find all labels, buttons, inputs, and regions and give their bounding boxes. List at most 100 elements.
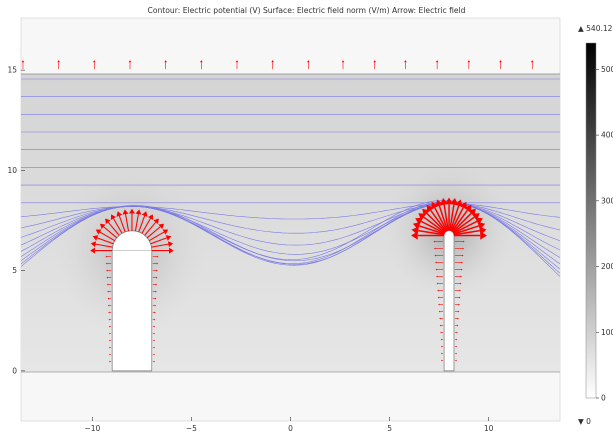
- arrow-shaft: [453, 220, 478, 234]
- arrow-head: [235, 60, 239, 63]
- tip-field-arrow: [150, 235, 172, 245]
- tip-field-arrow: [453, 221, 486, 235]
- arrow-head: [530, 60, 534, 63]
- side-field-arrow: [454, 261, 463, 264]
- colorbar-tick-label: 300: [601, 196, 613, 205]
- arrow-head: [437, 296, 440, 299]
- arrow-shaft: [95, 243, 113, 248]
- arrow-head: [439, 324, 442, 327]
- arrow-head: [460, 275, 462, 278]
- side-field-arrow: [438, 303, 444, 306]
- arrow-head: [435, 60, 439, 63]
- x-tick-label: 5: [387, 424, 392, 433]
- side-field-arrow: [439, 317, 444, 320]
- arrow-head: [108, 318, 110, 321]
- tip-field-arrow: [141, 214, 154, 234]
- arrow-head: [456, 331, 458, 334]
- side-field-arrow: [152, 346, 155, 349]
- side-field-arrow: [454, 240, 465, 243]
- side-field-arrow: [454, 268, 463, 271]
- arrow-head: [458, 303, 460, 306]
- side-field-arrow: [152, 332, 155, 335]
- arrow-head: [154, 311, 156, 314]
- arrow-head: [437, 289, 439, 292]
- tip-field-arrow: [99, 223, 118, 239]
- arrow-head: [456, 345, 457, 348]
- arrow-shaft: [426, 212, 447, 233]
- arrow-head: [434, 247, 436, 250]
- arrow-shaft: [150, 237, 167, 245]
- arrow-head: [128, 60, 132, 63]
- tip-field-arrow: [90, 247, 113, 254]
- side-field-arrow: [108, 311, 112, 314]
- top-boundary-arrow: [271, 60, 274, 70]
- arrow-head: [141, 211, 148, 217]
- side-field-arrow: [152, 311, 156, 314]
- field-arrows: [21, 60, 534, 363]
- arrow-head: [165, 235, 172, 241]
- arrow-shaft: [103, 226, 118, 239]
- arrow-head: [271, 60, 274, 63]
- arrow-head: [462, 247, 465, 250]
- side-field-arrow: [454, 324, 459, 327]
- side-field-arrow: [152, 360, 155, 363]
- arrow-shaft: [419, 225, 445, 235]
- tip-field-arrow: [151, 241, 174, 248]
- top-boundary-arrow: [404, 60, 407, 70]
- side-field-arrow: [436, 282, 444, 285]
- arrow-head: [167, 241, 174, 248]
- arrow-shaft: [99, 231, 116, 242]
- side-field-arrow: [152, 283, 158, 286]
- electrode-right: [443, 230, 455, 372]
- arrow-head: [153, 346, 155, 349]
- arrow-head: [107, 304, 110, 307]
- arrow-head: [499, 60, 502, 63]
- arrow-head: [105, 255, 107, 258]
- tip-field-arrow: [453, 231, 487, 240]
- colorbar-ticks: 0 100 200 300 400 500: [596, 65, 613, 403]
- y-tick-label: 15: [7, 66, 17, 75]
- arrow-head: [105, 218, 111, 225]
- arrow-shaft: [420, 220, 445, 234]
- arrow-head: [153, 332, 155, 335]
- y-tick-label: 5: [12, 266, 17, 275]
- side-field-arrow: [454, 317, 459, 320]
- arrow-head: [341, 60, 345, 63]
- arrow-head: [99, 223, 106, 230]
- side-field-arrow: [152, 318, 156, 321]
- side-field-arrow: [106, 276, 112, 279]
- arrow-head: [154, 304, 157, 307]
- top-boundary-arrow: [435, 60, 439, 70]
- side-field-arrow: [109, 360, 112, 363]
- arrow-shaft: [449, 204, 455, 231]
- arrow-head: [456, 324, 459, 327]
- side-field-arrow: [454, 331, 458, 334]
- side-field-arrow: [454, 345, 457, 348]
- side-field-arrow: [107, 290, 112, 293]
- tip-field-arrow: [92, 235, 114, 245]
- tip-field-arrow: [105, 218, 120, 236]
- arrow-head: [459, 289, 461, 292]
- arrow-head: [434, 254, 436, 257]
- arrow-head: [156, 276, 158, 279]
- arrow-shaft: [107, 221, 120, 236]
- x-tick-label: −5: [186, 424, 197, 433]
- arrow-head: [441, 352, 442, 355]
- x-tick-label: −10: [84, 424, 100, 433]
- side-field-arrow: [441, 345, 444, 348]
- arrow-head: [307, 60, 310, 63]
- top-boundary-arrow: [21, 60, 25, 70]
- arrow-head: [168, 247, 174, 254]
- side-field-arrow: [454, 338, 458, 341]
- side-field-arrow: [107, 304, 112, 307]
- tip-field-arrow: [146, 223, 165, 239]
- tip-field-arrow: [452, 213, 480, 234]
- side-field-arrow: [440, 331, 444, 334]
- side-field-arrow: [106, 269, 112, 272]
- arrow-shaft: [453, 229, 480, 236]
- tip-field-arrow: [453, 217, 483, 234]
- electrode-left: [111, 230, 153, 372]
- side-field-arrow: [152, 255, 159, 258]
- arrow-shaft: [138, 215, 146, 233]
- arrow-head: [457, 317, 459, 320]
